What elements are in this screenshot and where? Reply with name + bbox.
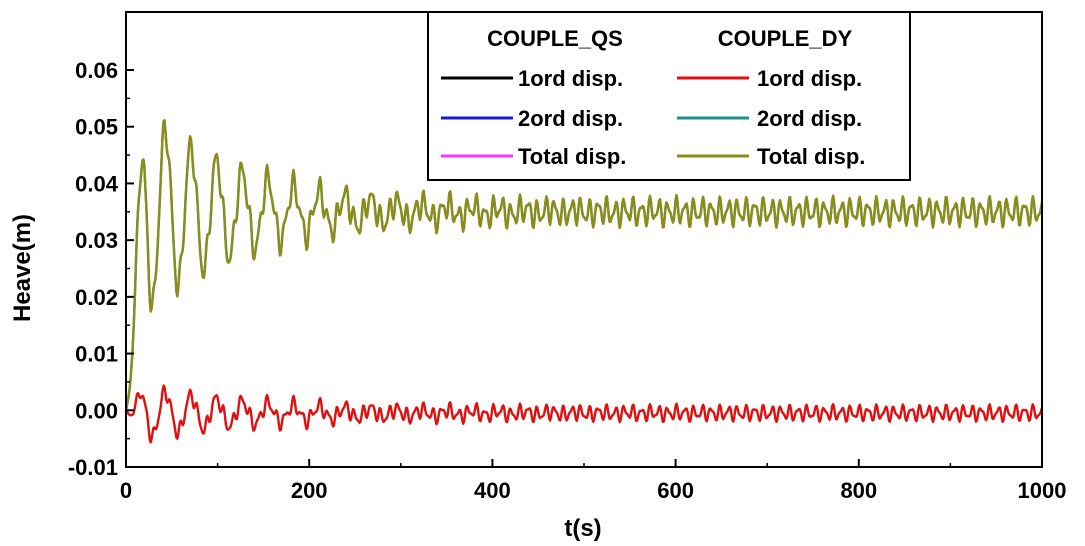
x-tick-label: 400	[474, 478, 511, 503]
legend-label-dy-2ord: 2ord disp.	[757, 106, 862, 131]
y-tick-label: 0.00	[75, 398, 118, 423]
series-layer	[124, 119, 1044, 444]
y-tick-label: 0.05	[75, 115, 118, 140]
legend-header-dy: COUPLE_DY	[718, 26, 853, 51]
y-tick-label: 0.03	[75, 228, 118, 253]
legend-label-dy-total: Total disp.	[757, 144, 865, 169]
legend-label-qs-total: Total disp.	[518, 144, 626, 169]
y-tick-label: -0.01	[68, 455, 118, 480]
x-tick-label: 800	[840, 478, 877, 503]
y-axis-title: Heave(m)	[9, 214, 36, 322]
x-tick-label: 0	[120, 478, 132, 503]
axes-layer: 0 200 400 600 800 1000 -0.01 0.00 0.01 0.02 0.03 0.…	[68, 11, 1067, 503]
legend-header-qs: COUPLE_QS	[487, 26, 623, 51]
series-line-couple_dy-1ord	[125, 384, 1044, 444]
y-tick-label: 0.04	[75, 171, 119, 196]
legend: COUPLE_QS COUPLE_DY 1ord disp. 2ord disp…	[427, 11, 911, 181]
y-tick-label: 0.01	[75, 342, 118, 367]
legend-label-qs-1ord: 1ord disp.	[518, 66, 623, 91]
legend-box	[427, 11, 911, 181]
y-tick-label: 0.06	[75, 58, 118, 83]
x-tick-label: 1000	[1018, 478, 1067, 503]
x-tick-label: 600	[657, 478, 694, 503]
series-line-couple_dy-total	[124, 119, 1044, 411]
legend-label-qs-2ord: 2ord disp.	[518, 106, 623, 131]
y-tick-label: 0.02	[75, 285, 118, 310]
legend-label-dy-1ord: 1ord disp.	[757, 66, 862, 91]
x-axis-title: t(s)	[564, 515, 601, 542]
x-tick-label: 200	[291, 478, 328, 503]
